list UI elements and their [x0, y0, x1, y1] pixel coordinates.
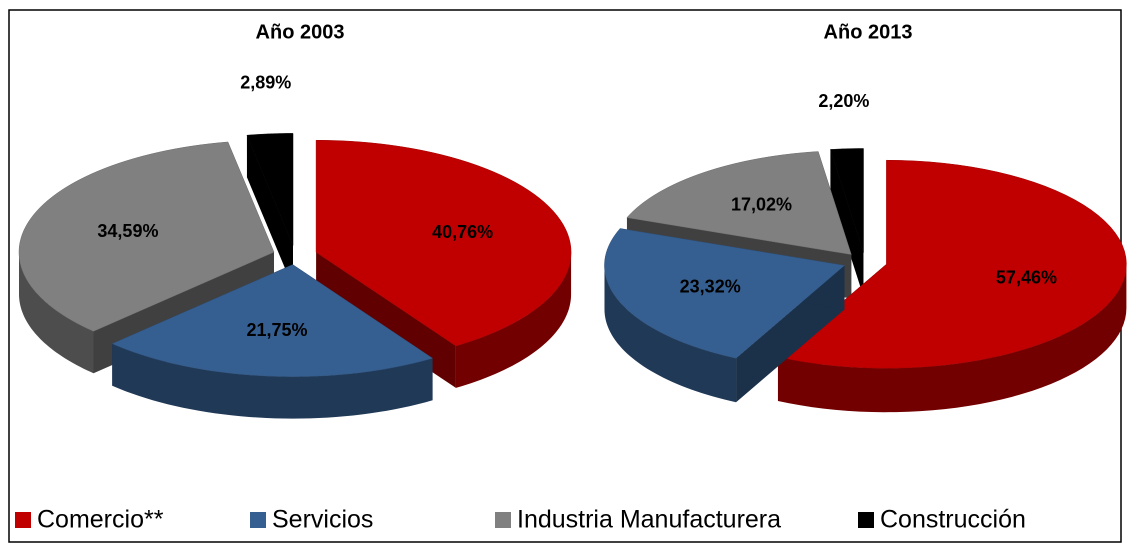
slice-side	[246, 135, 294, 288]
slice-side	[604, 265, 737, 403]
data-label: 23,32%	[680, 277, 741, 297]
slice-group	[111, 264, 434, 419]
slice-group	[830, 148, 864, 297]
legend-label: Servicios	[272, 506, 373, 534]
slice-side	[830, 149, 864, 297]
legend-swatch	[858, 512, 874, 528]
chart-title: Año 2013	[824, 21, 913, 43]
legend-swatch	[495, 512, 511, 528]
legend-swatch	[15, 512, 31, 528]
slice-group	[246, 133, 294, 288]
data-label: 34,59%	[97, 221, 158, 241]
slice	[246, 133, 294, 246]
slice	[111, 264, 434, 377]
slice	[315, 139, 572, 347]
slice-side	[777, 264, 1127, 413]
data-label: 57,46%	[996, 267, 1057, 287]
slice	[626, 151, 852, 255]
data-label: 40,76%	[432, 222, 493, 242]
legend-label: Comercio**	[37, 506, 164, 534]
slice	[18, 141, 275, 332]
slice	[777, 159, 1127, 369]
slice	[604, 228, 846, 359]
slice-side	[18, 252, 94, 374]
legend-swatch	[250, 512, 266, 528]
slice-side	[112, 343, 433, 419]
data-label: 21,75%	[246, 320, 307, 340]
slice	[830, 148, 864, 253]
chart-title: Año 2003	[256, 21, 345, 43]
slice-side	[455, 252, 572, 388]
slice-group	[777, 159, 1127, 413]
data-label: 17,02%	[731, 194, 792, 214]
legend-label: Industria Manufacturera	[517, 506, 781, 534]
data-label: 2,20%	[818, 91, 869, 111]
data-label: 2,89%	[240, 72, 291, 92]
slice-group	[604, 228, 846, 403]
legend-label: Construcción	[880, 506, 1026, 534]
